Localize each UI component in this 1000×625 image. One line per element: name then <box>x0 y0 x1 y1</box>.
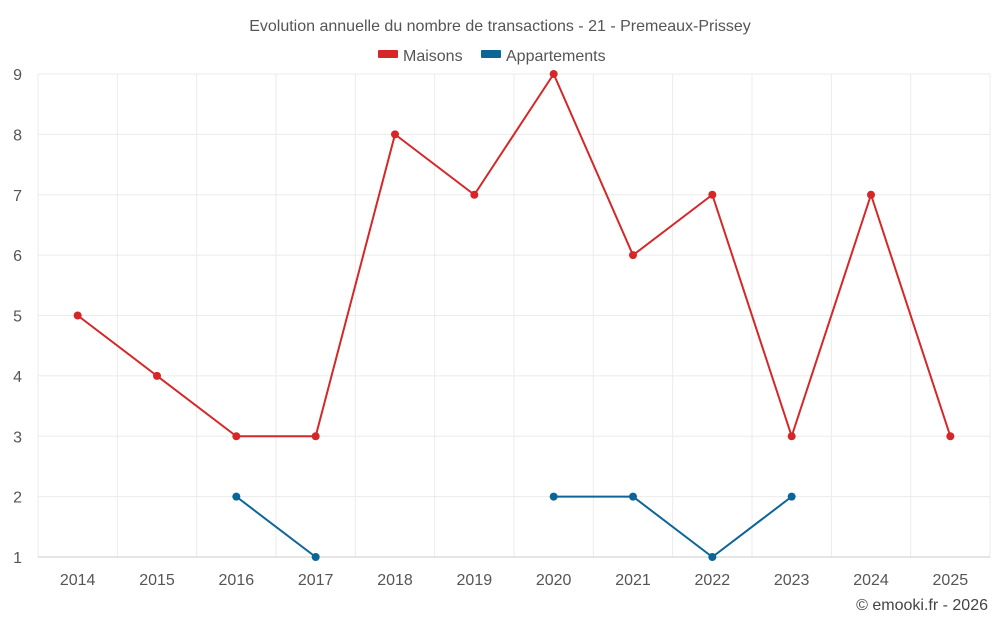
data-point-appartements[interactable] <box>311 553 320 561</box>
legend-label-appartements: Appartements <box>506 48 606 65</box>
y-tick-label: 4 <box>13 369 22 386</box>
x-tick-label: 2024 <box>853 572 889 589</box>
data-point-maisons[interactable] <box>629 251 637 260</box>
data-point-maisons[interactable] <box>232 432 241 441</box>
data-point-maisons[interactable] <box>153 371 161 380</box>
data-point-maisons[interactable] <box>470 190 479 199</box>
y-tick-label: 3 <box>13 429 22 446</box>
grid <box>37 73 991 558</box>
data-point-appartements[interactable] <box>629 492 637 501</box>
series-line-appartements <box>553 495 793 558</box>
data-point-appartements[interactable] <box>549 492 558 501</box>
y-tick-label: 9 <box>13 67 22 84</box>
x-tick-label: 2023 <box>774 572 810 589</box>
x-tick-label: 2018 <box>377 572 413 589</box>
x-tick-label: 2016 <box>219 572 255 589</box>
data-point-maisons[interactable] <box>391 130 399 139</box>
legend: Maisons Appartements <box>378 48 606 65</box>
series-line-appartements <box>235 495 317 558</box>
series-line-maisons <box>77 73 952 438</box>
x-tick-label: 2020 <box>536 572 572 589</box>
legend-label-maisons: Maisons <box>403 48 463 65</box>
axes: 1 2 3 4 5 6 7 8 9 2014 2015 2016 2017 2018 2019 2020 202… <box>13 67 990 589</box>
x-tick-label: 2015 <box>139 572 175 589</box>
y-tick-label: 1 <box>13 550 22 567</box>
y-tick-label: 7 <box>13 188 22 205</box>
y-tick-label: 2 <box>13 490 22 507</box>
y-tick-label: 6 <box>13 248 22 265</box>
series-appartements <box>232 492 796 561</box>
data-point-maisons[interactable] <box>311 432 320 441</box>
data-point-appartements[interactable] <box>708 553 717 561</box>
y-tick-label: 8 <box>13 127 22 144</box>
legend-swatch-maisons <box>378 50 398 58</box>
x-tick-label: 2019 <box>457 572 493 589</box>
credit-text: © emooki.fr - 2026 <box>856 597 988 614</box>
data-point-maisons[interactable] <box>708 190 717 199</box>
series-maisons <box>73 70 955 441</box>
x-tick-label: 2025 <box>933 572 969 589</box>
data-point-maisons[interactable] <box>549 70 558 78</box>
data-point-maisons[interactable] <box>946 432 955 441</box>
x-tick-label: 2017 <box>298 572 334 589</box>
data-point-maisons[interactable] <box>73 311 82 320</box>
chart-title: Evolution annuelle du nombre de transact… <box>249 18 751 35</box>
legend-swatch-appartements <box>481 50 501 58</box>
x-tick-label: 2021 <box>615 572 651 589</box>
y-tick-label: 5 <box>13 309 22 326</box>
data-point-appartements[interactable] <box>787 492 796 501</box>
plot-area <box>73 70 955 561</box>
legend-item-maisons[interactable]: Maisons <box>378 48 463 65</box>
data-point-maisons[interactable] <box>787 432 796 441</box>
x-tick-label: 2014 <box>60 572 96 589</box>
data-point-maisons[interactable] <box>867 190 875 199</box>
data-point-appartements[interactable] <box>232 492 241 501</box>
legend-item-appartements[interactable]: Appartements <box>481 48 606 65</box>
x-tick-label: 2022 <box>695 572 731 589</box>
